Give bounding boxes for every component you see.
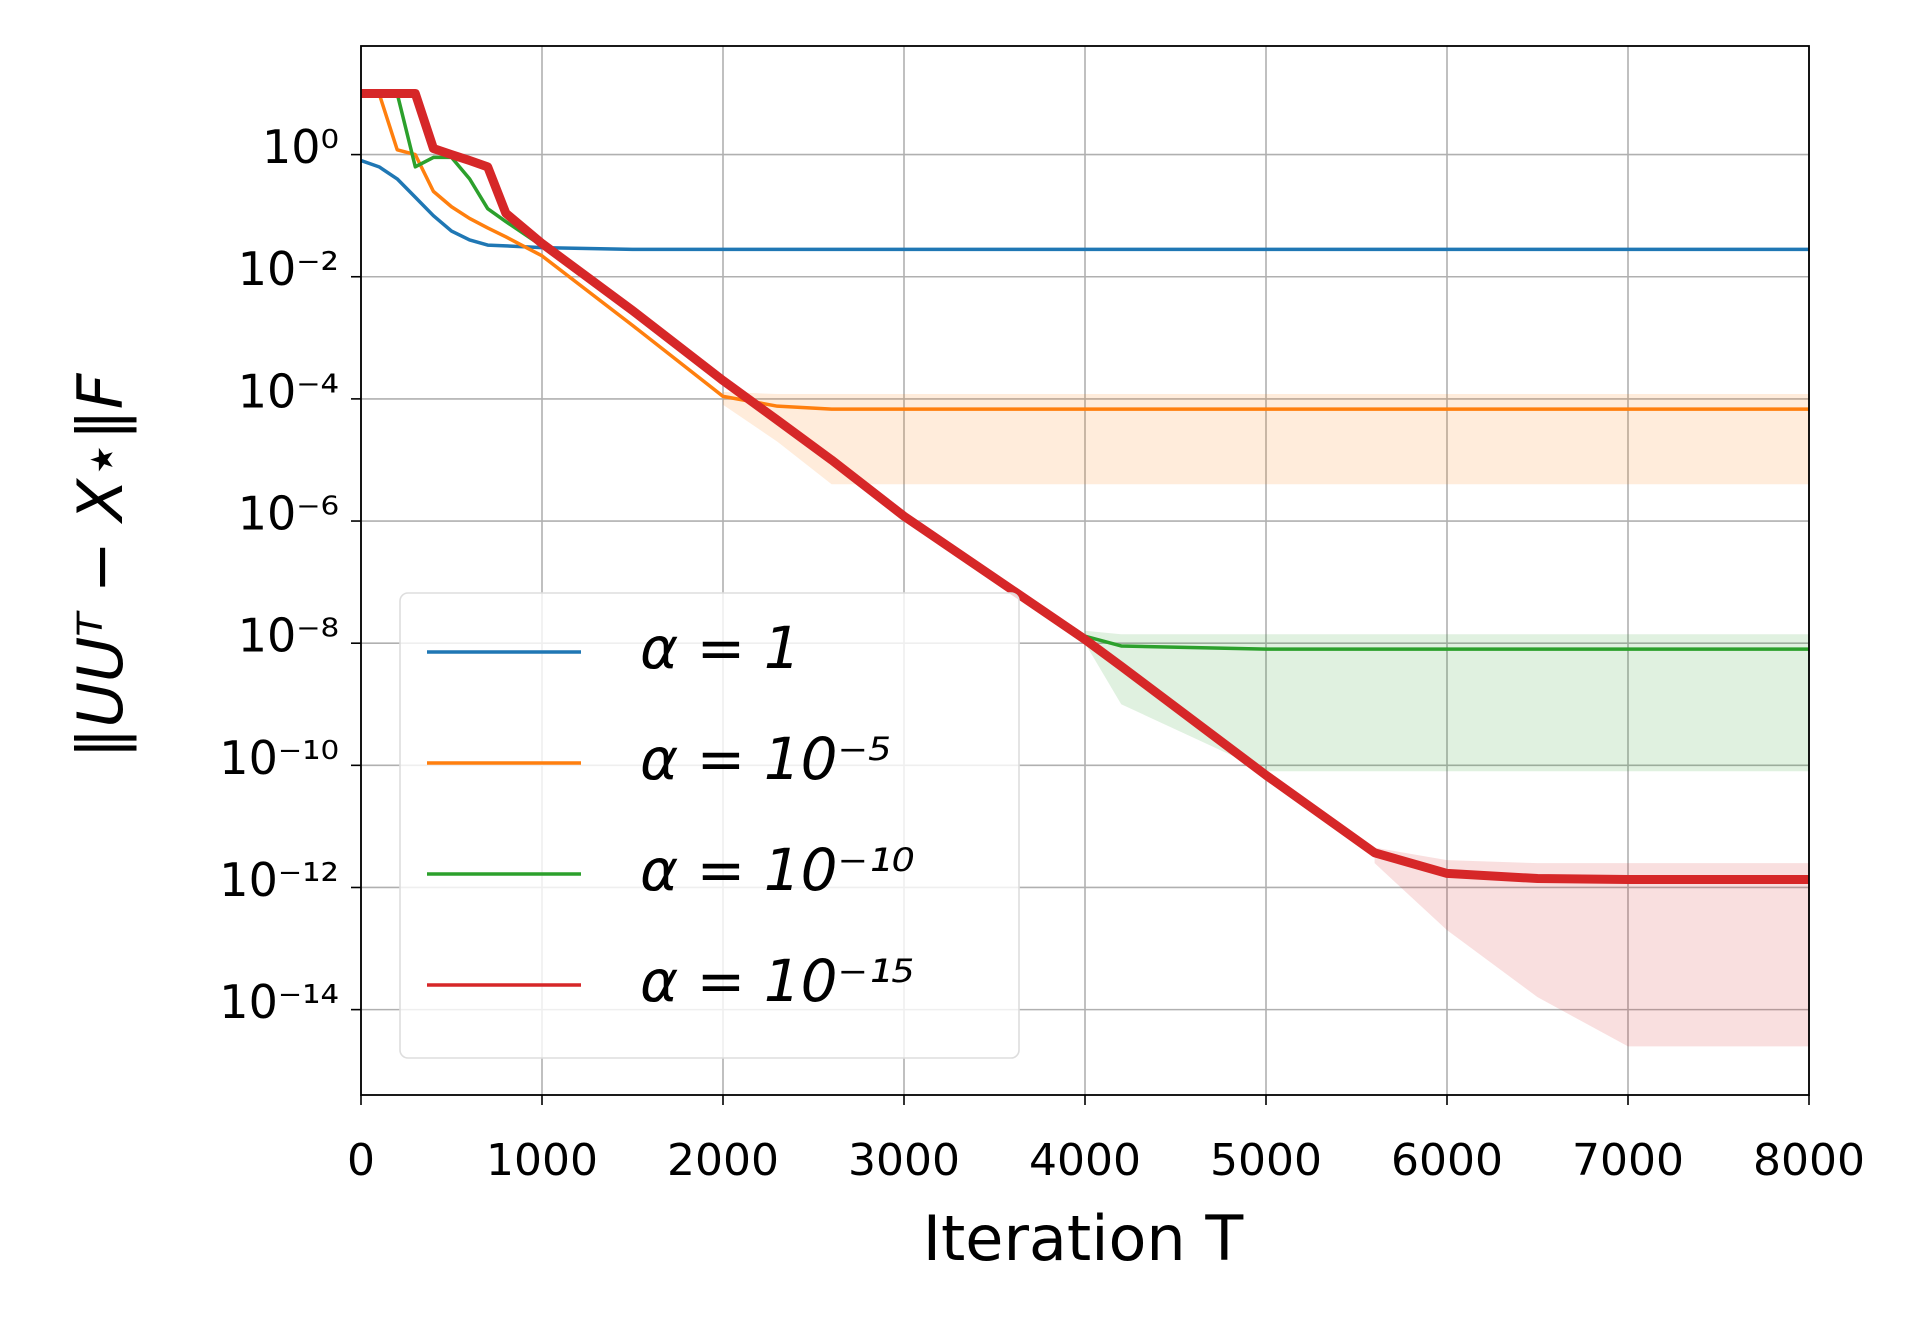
y-tick-label: 10⁰: [262, 120, 339, 174]
y-tick-label: 10⁻⁸: [238, 609, 339, 663]
band: [1085, 630, 1809, 772]
legend-label: α = 10⁻⁵: [640, 725, 891, 793]
x-tick-label: 5000: [1210, 1135, 1322, 1186]
y-tick-label: 10⁻²: [238, 242, 339, 296]
x-tick-label: 7000: [1572, 1135, 1684, 1186]
legend-label: α = 10⁻¹⁵: [640, 947, 915, 1015]
y-tick-label: 10⁻⁴: [238, 364, 339, 418]
band: [1374, 847, 1809, 1047]
plot: [361, 89, 1809, 1047]
x-tick-label: 1000: [486, 1135, 598, 1186]
band: [723, 391, 1809, 485]
x-tick-label: 6000: [1391, 1135, 1503, 1186]
x-tick-label: 0: [347, 1135, 375, 1186]
legend-label: α = 10⁻¹⁰: [640, 836, 915, 904]
x-tick-label: 8000: [1753, 1135, 1865, 1186]
legend: α = 1 α = 10⁻⁵ α = 10⁻¹⁰ α = 10⁻¹⁵: [399, 592, 1020, 1059]
legend-label: α = 1: [640, 614, 801, 682]
series-line: [361, 89, 1809, 885]
x-tick-label: 2000: [667, 1135, 779, 1186]
plot-frame: [360, 45, 1810, 1096]
x-tick-label: 4000: [1029, 1135, 1141, 1186]
y-tick-label: 10⁻¹²: [219, 853, 339, 907]
x-axis-label: Iteration T: [923, 1202, 1245, 1275]
y-tick-label: 10⁻⁶: [238, 487, 339, 541]
legend-box: [399, 592, 1020, 1059]
series-line: [361, 91, 1809, 411]
y-tick-label: 10⁻¹⁴: [219, 975, 339, 1029]
x-tick-label: 3000: [848, 1135, 960, 1186]
y-tick-label: 10⁻¹⁰: [219, 731, 339, 785]
y-axis-label: ‖UUᵀ − X⋆‖F: [64, 372, 138, 758]
series-line: [361, 158, 1809, 252]
